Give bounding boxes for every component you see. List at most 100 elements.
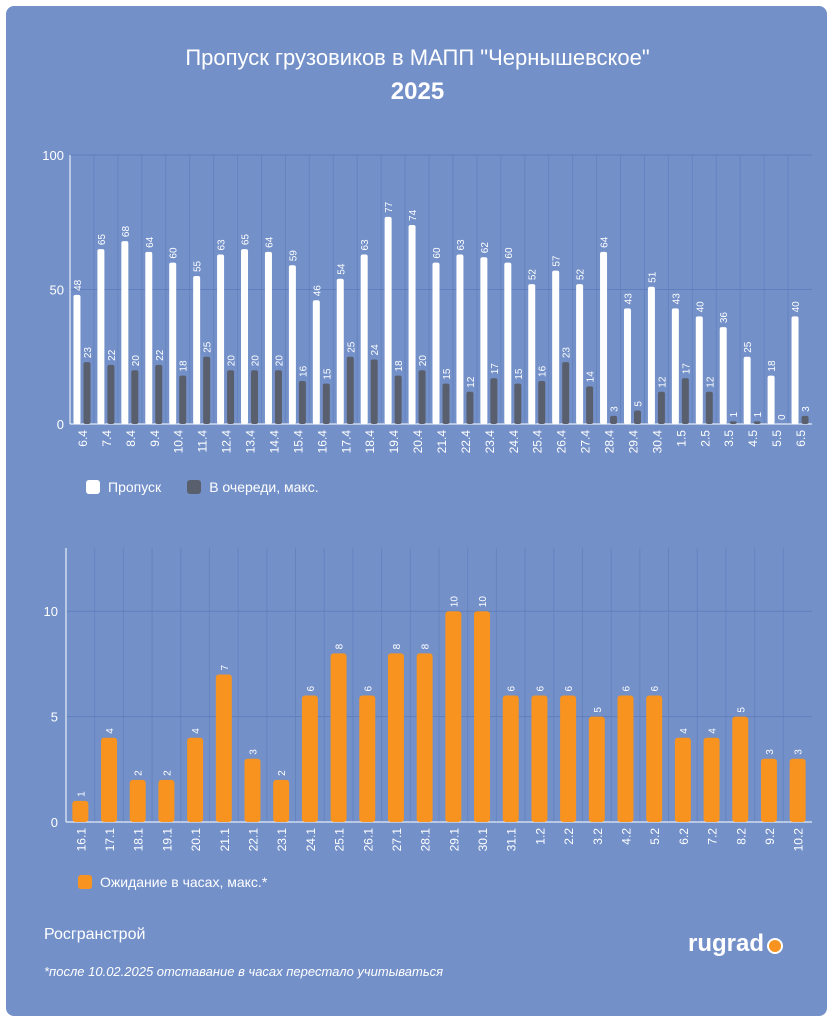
x-tick-label: 10.2	[792, 828, 806, 852]
bar-pass	[456, 254, 464, 424]
data-label-queue: 15	[514, 368, 525, 380]
x-tick-label: 24.1	[304, 828, 318, 852]
data-label-pass: 57	[552, 255, 563, 267]
data-label-wait: 1	[76, 791, 87, 797]
data-label-pass: 59	[288, 250, 299, 262]
data-label-pass: 36	[719, 312, 730, 324]
bar-pass	[217, 254, 225, 424]
data-label-queue: 16	[538, 365, 549, 377]
x-tick-label: 8.2	[734, 828, 748, 845]
data-label-queue: 12	[466, 376, 477, 388]
x-tick-label: 16.1	[74, 828, 88, 852]
bar-wait	[674, 737, 691, 822]
data-label-pass: 74	[408, 209, 419, 221]
data-label-wait: 2	[134, 770, 145, 776]
data-label-pass: 46	[312, 285, 323, 297]
legend-pass-label: Пропуск	[108, 479, 162, 495]
data-label-wait: 7	[220, 664, 231, 670]
bar-wait	[215, 674, 232, 822]
x-tick-label: 28.1	[419, 828, 433, 852]
data-label-queue: 22	[107, 349, 118, 361]
x-tick-label: 23.1	[275, 828, 289, 852]
bar-pass	[145, 251, 153, 424]
x-tick-label: 5.2	[648, 828, 662, 845]
bar-queue	[490, 378, 498, 424]
x-tick-label: 11.4	[196, 430, 210, 453]
data-label-wait: 6	[363, 686, 374, 692]
x-tick-label: 2.2	[562, 828, 576, 845]
data-label-queue: 23	[83, 347, 94, 359]
x-tick-label: 31.1	[505, 828, 519, 852]
bar-pass	[528, 284, 536, 424]
bar-queue	[442, 383, 450, 424]
x-tick-label: 6.2	[677, 828, 691, 845]
y-tick-label: 5	[51, 710, 58, 725]
data-label-queue: 20	[227, 355, 238, 367]
data-label-wait: 3	[794, 749, 805, 755]
data-label-queue: 20	[251, 355, 262, 367]
legend-chart-1: Пропуск В очереди, макс.	[86, 479, 319, 495]
bar-wait	[760, 758, 777, 822]
bar-pass	[432, 262, 440, 424]
x-tick-label: 20.4	[411, 430, 425, 454]
bar-wait	[158, 779, 175, 822]
data-label-wait: 10	[478, 596, 489, 608]
bar-wait	[101, 737, 118, 822]
x-tick-label: 22.4	[459, 430, 473, 454]
bar-pass	[121, 241, 129, 424]
bar-pass	[169, 262, 177, 424]
x-tick-label: 25.4	[531, 430, 545, 454]
x-tick-label: 7.4	[100, 430, 114, 447]
data-label-queue: 3	[801, 406, 812, 412]
data-label-queue: 3	[610, 406, 621, 412]
bar-wait	[617, 695, 634, 822]
x-tick-label: 27.1	[390, 828, 404, 852]
x-tick-label: 21.4	[435, 430, 449, 454]
x-tick-label: 17.1	[103, 828, 117, 852]
bar-queue	[251, 370, 259, 424]
x-tick-label: 26.4	[555, 430, 569, 454]
bar-pass	[504, 262, 512, 424]
source-label: Росгранстрой	[44, 926, 146, 943]
bar-pass	[264, 251, 272, 424]
x-tick-label: 3.2	[591, 828, 605, 845]
bar-queue	[394, 375, 402, 424]
data-label-pass: 60	[432, 247, 443, 259]
legend-wait-swatch	[78, 875, 92, 889]
data-label-queue: 15	[322, 368, 333, 380]
bar-queue	[610, 415, 618, 424]
bar-queue	[370, 359, 378, 424]
x-tick-label: 17.4	[339, 430, 353, 454]
bar-wait	[387, 653, 404, 822]
x-tick-label: 5.5	[770, 430, 784, 447]
data-label-queue: 18	[394, 360, 405, 372]
x-tick-label: 6.4	[76, 430, 90, 447]
data-label-wait: 2	[277, 770, 288, 776]
bar-queue	[729, 421, 737, 424]
bar-wait	[474, 611, 491, 822]
data-label-pass: 43	[671, 293, 682, 305]
data-label-wait: 3	[765, 749, 776, 755]
data-label-pass: 77	[384, 201, 395, 213]
x-tick-label: 1.5	[674, 430, 688, 447]
bar-queue	[274, 370, 282, 424]
x-tick-label: 9.2	[763, 828, 777, 845]
x-tick-label: 29.4	[626, 430, 640, 454]
bar-wait	[129, 779, 146, 822]
y-tick-label: 10	[44, 604, 58, 619]
bar-pass	[480, 257, 488, 424]
bar-queue	[227, 370, 235, 424]
x-tick-label: 6.5	[794, 430, 808, 447]
x-tick-label: 20.1	[189, 828, 203, 852]
x-tick-label: 2.5	[698, 430, 712, 447]
x-tick-label: 4.2	[620, 828, 634, 845]
footnote: *после 10.02.2025 отставание в часах пер…	[44, 964, 444, 979]
bar-queue	[418, 370, 426, 424]
chart-card	[6, 6, 827, 1016]
bar-wait	[646, 695, 663, 822]
bar-queue	[538, 380, 546, 424]
bar-wait	[703, 737, 720, 822]
data-label-queue: 1	[753, 411, 764, 417]
bar-queue	[514, 383, 522, 424]
x-tick-label: 9.4	[148, 430, 162, 447]
